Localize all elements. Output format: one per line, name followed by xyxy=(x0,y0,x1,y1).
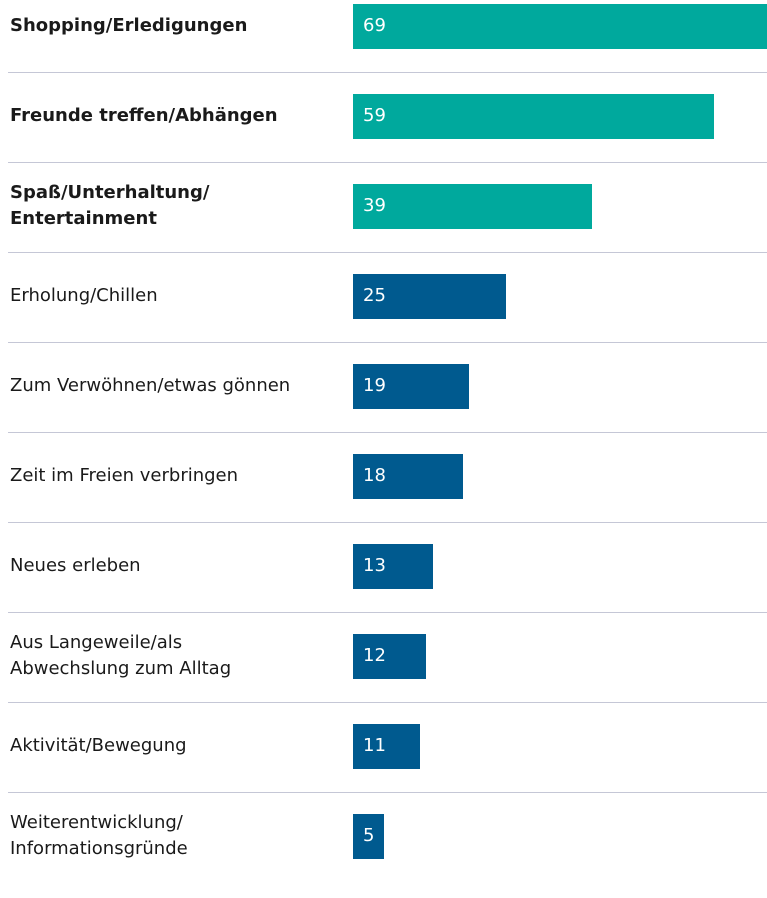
separator xyxy=(8,162,767,163)
category-label: Shopping/Erledigungen xyxy=(10,15,248,36)
value-label: 5 xyxy=(363,825,375,846)
bar xyxy=(353,183,592,229)
bar xyxy=(353,273,506,319)
separator xyxy=(8,72,767,73)
category-label: Weiterentwicklung/ Informationsgründe xyxy=(10,812,188,859)
bar xyxy=(353,93,715,139)
value-label: 19 xyxy=(363,375,386,396)
value-label: 11 xyxy=(363,735,386,756)
category-label: Aktivität/Bewegung xyxy=(10,735,187,756)
bar xyxy=(353,363,470,409)
bar xyxy=(353,723,421,769)
separator xyxy=(8,252,767,253)
separator xyxy=(8,612,767,613)
category-label: Freunde treffen/Abhängen xyxy=(10,105,278,126)
category-label: Zeit im Freien verbringen xyxy=(10,465,239,486)
bar xyxy=(353,813,384,859)
category-label: Zum Verwöhnen/etwas gönnen xyxy=(10,375,291,396)
separator xyxy=(8,792,767,793)
separator xyxy=(8,342,767,343)
value-label: 18 xyxy=(363,465,386,486)
value-label: 59 xyxy=(363,105,386,126)
separator xyxy=(8,702,767,703)
value-label: 69 xyxy=(363,15,386,36)
bar xyxy=(353,633,427,679)
category-label: Spaß/Unterhaltung/ Entertainment xyxy=(10,182,210,229)
separator xyxy=(8,432,767,433)
category-label: Neues erleben xyxy=(10,555,141,576)
category-label: Erholung/Chillen xyxy=(10,285,158,306)
separator xyxy=(8,522,767,523)
value-label: 13 xyxy=(363,555,386,576)
bar xyxy=(353,543,433,589)
value-label: 25 xyxy=(363,285,386,306)
bar xyxy=(353,3,767,49)
value-label: 12 xyxy=(363,645,386,666)
bar xyxy=(353,453,464,499)
value-label: 39 xyxy=(363,195,386,216)
category-label: Aus Langeweile/als Abwechslung zum Allta… xyxy=(10,632,232,679)
